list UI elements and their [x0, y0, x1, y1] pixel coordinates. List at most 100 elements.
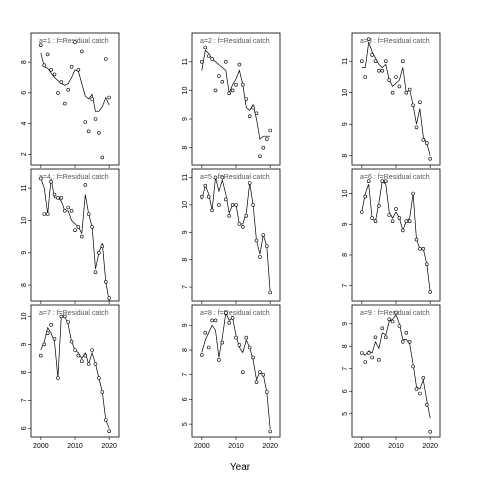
observed-point	[400, 339, 405, 344]
observed-point	[104, 418, 108, 422]
observed-point	[83, 120, 88, 124]
observed-point	[63, 314, 67, 319]
y-tick-label: 8	[342, 253, 349, 257]
observed-point	[404, 90, 409, 95]
x-tick-label: 2020	[422, 443, 438, 450]
panel-7: a=3 : f=Residual catch 8 9 10 11	[342, 32, 441, 168]
observed-point	[359, 210, 364, 214]
observed-point	[97, 131, 101, 135]
y-tick-label: 4	[21, 122, 28, 126]
observed-point	[421, 247, 426, 251]
observed-point	[264, 137, 269, 141]
y-tick-label: 6	[182, 397, 189, 401]
panel-label: a=7 : f=Residual catch	[39, 310, 109, 317]
observed-point	[203, 330, 208, 335]
x-tick-label: 2000	[194, 443, 210, 450]
observed-point	[428, 290, 433, 294]
y-tick-label: 7	[21, 398, 28, 402]
observed-point	[254, 380, 259, 384]
observed-point	[380, 326, 385, 331]
y-tick-label: 10	[342, 89, 349, 97]
observed-point	[206, 54, 211, 58]
y-tick-label: 9	[21, 342, 28, 346]
observed-point	[414, 125, 419, 130]
observed-point	[268, 128, 273, 133]
observed-point	[69, 64, 74, 69]
observed-point	[254, 111, 259, 116]
observed-point	[366, 37, 371, 42]
observed-point	[237, 62, 242, 67]
y-tick-label: 2	[21, 152, 28, 156]
observed-point	[373, 219, 378, 223]
observed-point	[80, 234, 84, 239]
observed-point	[213, 88, 218, 93]
observed-point	[380, 68, 385, 73]
observed-point	[366, 351, 371, 355]
y-tick-label: 8	[21, 283, 28, 287]
observed-point	[203, 183, 208, 188]
y-tick-label: 8	[21, 370, 28, 374]
panel-frame	[351, 32, 441, 166]
y-tick-label: 8	[342, 154, 349, 158]
observed-point	[86, 212, 91, 216]
observed-point	[261, 372, 266, 377]
observed-point	[42, 212, 47, 216]
x-tick-label: 2000	[354, 443, 370, 450]
panel-8: a=6 : f=Residual catch 7 8 9 10	[342, 168, 441, 304]
observed-point	[254, 238, 259, 243]
observed-point	[241, 225, 245, 229]
observed-point	[261, 145, 266, 150]
observed-point	[97, 376, 101, 380]
observed-point	[42, 63, 47, 67]
observed-point	[377, 68, 381, 73]
observed-point	[200, 59, 204, 64]
observed-point	[424, 262, 429, 267]
observed-point	[428, 429, 433, 434]
observed-point	[247, 181, 252, 185]
observed-point	[227, 214, 231, 218]
observed-point	[247, 345, 252, 350]
observed-point	[390, 319, 395, 324]
observed-point	[38, 353, 43, 358]
y-tick-label: 8	[182, 146, 189, 150]
observed-point	[244, 97, 249, 101]
observed-point	[90, 225, 94, 229]
observed-point	[76, 225, 81, 229]
observed-point	[45, 52, 50, 57]
observed-point	[86, 362, 91, 366]
fitted-line	[40, 52, 110, 112]
observed-point	[90, 97, 94, 101]
observed-point	[227, 91, 231, 96]
y-tick-label: 7	[342, 284, 349, 288]
panel-frame	[351, 168, 441, 302]
observed-point	[234, 335, 238, 340]
observed-point	[52, 192, 57, 197]
panel-3: a=7 : f=Residual catch 6 7 8 9 10 2000 2010 2020	[21, 304, 120, 450]
observed-point	[359, 351, 364, 355]
observed-point	[107, 296, 111, 300]
observed-point	[210, 208, 214, 213]
observed-point	[93, 117, 98, 121]
observed-point	[268, 429, 273, 434]
observed-point	[217, 74, 221, 78]
observed-point	[220, 175, 225, 180]
panel-label: a=5 : f=Residual catch	[200, 174, 270, 181]
observed-point	[244, 214, 249, 218]
observed-point	[100, 155, 105, 160]
observed-point	[404, 219, 409, 223]
panel-label: a=2 : f=Residual catch	[200, 38, 270, 45]
observed-point	[359, 59, 364, 64]
y-tick-label: 8	[342, 344, 349, 348]
panel-6: a=8 : f=Residual catch 5 6 7 8 9 2000 2010 2020	[182, 304, 281, 450]
observed-point	[264, 390, 269, 394]
y-tick-label: 11	[21, 184, 28, 191]
observed-point	[383, 59, 388, 64]
observed-point	[400, 228, 405, 233]
observed-point	[241, 82, 245, 87]
observed-point	[251, 355, 255, 360]
observed-point	[397, 84, 402, 89]
observed-point	[49, 68, 53, 72]
fitted-line	[40, 316, 110, 429]
y-tick-label: 10	[21, 216, 28, 224]
observed-point	[424, 402, 429, 407]
